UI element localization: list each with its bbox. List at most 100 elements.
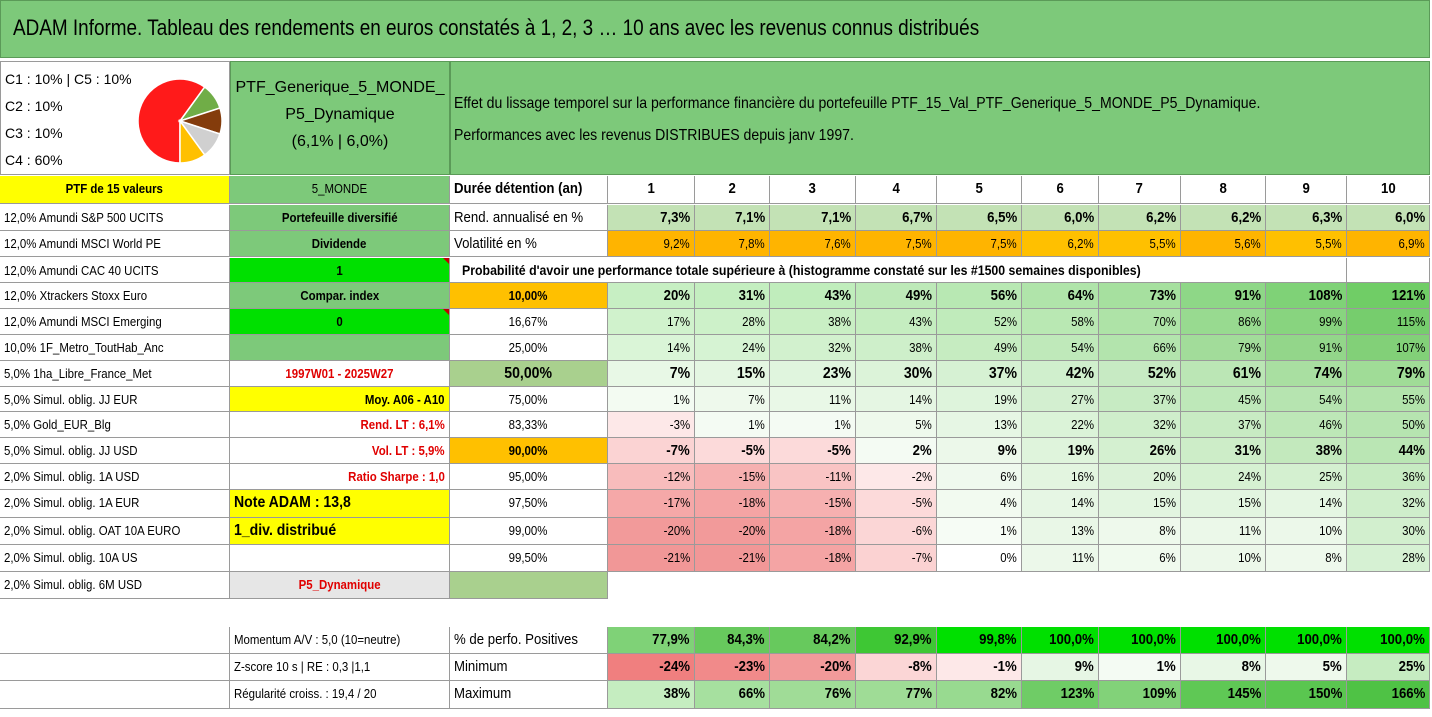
holding-item-text: 12,0% Amundi MSCI Emerging xyxy=(4,314,162,329)
probability-value: 54% xyxy=(1266,387,1347,412)
probability-value: 5% xyxy=(856,412,937,438)
probability-value: 1% xyxy=(695,412,770,438)
probability-value-text: 37% xyxy=(1153,392,1176,407)
probability-value-text: 20% xyxy=(1153,469,1176,484)
probability-value: 13% xyxy=(937,412,1022,438)
probability-threshold-text: 75,00% xyxy=(509,392,548,407)
volatility-value-text: 6,9% xyxy=(1398,236,1425,251)
probability-value-text: -3% xyxy=(669,417,690,432)
probability-value-text: 1% xyxy=(673,392,690,407)
holding-item-text: 2,0% Simul. oblig. 1A USD xyxy=(4,469,140,484)
probability-value-text: 32% xyxy=(828,340,851,355)
probability-value-text: 27% xyxy=(1071,392,1094,407)
probability-value-text: 115% xyxy=(1396,314,1425,329)
holding-item-text: 5,0% 1ha_Libre_France_Met xyxy=(4,366,152,381)
probability-value: 24% xyxy=(1181,464,1266,490)
probability-value-text: -18% xyxy=(824,523,851,538)
probability-value: 1% xyxy=(770,412,856,438)
holding-item-text: 5,0% Simul. oblig. JJ USD xyxy=(4,443,138,458)
year-header-text: 9 xyxy=(1302,180,1310,197)
probability-value-text: 1% xyxy=(748,417,765,432)
probability-value: 74% xyxy=(1266,361,1347,387)
probability-value-text: 16% xyxy=(1071,469,1094,484)
probability-value-text: 2% xyxy=(912,442,932,459)
empty-cell xyxy=(1347,258,1430,283)
year-header: 10 xyxy=(1347,176,1430,204)
probability-value-text: 6% xyxy=(1159,550,1176,565)
volatility-value: 7,8% xyxy=(695,231,770,257)
probability-value: 15% xyxy=(1181,490,1266,518)
probability-value-text: 14% xyxy=(667,340,690,355)
probability-value-text: 6% xyxy=(1000,469,1017,484)
holding-item-text: 12,0% Amundi MSCI World PE xyxy=(4,236,161,251)
year-header-text: 5 xyxy=(975,180,983,197)
probability-value: -18% xyxy=(770,545,856,572)
info-cell xyxy=(230,335,450,361)
annual-return-label-text: Rend. annualisé en % xyxy=(454,209,584,226)
probability-value: -21% xyxy=(608,545,695,572)
empty-cell xyxy=(0,654,230,681)
pie-slice xyxy=(137,78,206,164)
probability-value: 24% xyxy=(695,335,770,361)
probability-value: 38% xyxy=(856,335,937,361)
stats-row: Z-score 10 s | RE : 0,3 |1,1 Minimum -24% -… xyxy=(0,654,1430,681)
probability-value: 23% xyxy=(770,361,856,387)
info-cell: P5_Dynamique xyxy=(230,572,450,599)
probability-threshold-text: 90,00% xyxy=(509,443,548,458)
stat-value: 123% xyxy=(1022,681,1099,709)
stat-value: 100,0% xyxy=(1022,627,1099,654)
annual-return-value-text: 7,1% xyxy=(820,209,851,226)
stat-note: Momentum A/V : 5,0 (10=neutre) xyxy=(230,627,450,654)
probability-value-text: -5% xyxy=(827,442,851,459)
probability-value: 70% xyxy=(1099,309,1181,335)
probability-value-text: 4% xyxy=(1000,495,1017,510)
table-row: 5,0% 1ha_Libre_France_Met 1997W01 - 2025W… xyxy=(0,361,1430,387)
info-cell-text: 1_div. distribué xyxy=(234,522,337,539)
probability-value: 121% xyxy=(1347,283,1430,309)
info-cell: Rend. LT : 6,1% xyxy=(230,412,450,438)
info-cell: 1_div. distribué xyxy=(230,518,450,545)
probability-value-text: 79% xyxy=(1396,365,1425,382)
probability-value: 14% xyxy=(1022,490,1099,518)
stat-label-text: Minimum xyxy=(454,658,508,675)
probability-value-text: 58% xyxy=(1071,314,1094,329)
probability-value: 49% xyxy=(937,335,1022,361)
stat-value: 150% xyxy=(1266,681,1347,709)
probability-value: -5% xyxy=(695,438,770,464)
probability-value: 6% xyxy=(1099,545,1181,572)
table-row: 5,0% Simul. oblig. JJ EUR Moy. A06 - A10 7… xyxy=(0,387,1430,412)
stat-label-text: % de perfo. Positives xyxy=(454,631,578,648)
info-cell: Portefeuille diversifié xyxy=(230,205,450,231)
stat-value: 84,3% xyxy=(695,627,770,654)
holding-item-text: 10,0% 1F_Metro_ToutHab_Anc xyxy=(4,340,164,355)
stat-value: 66% xyxy=(695,681,770,709)
year-header: 2 xyxy=(695,176,770,204)
probability-value: 37% xyxy=(937,361,1022,387)
probability-value-text: 31% xyxy=(738,287,765,304)
holding-years-label-text: Durée détention (an) xyxy=(454,180,583,197)
probability-value: 2% xyxy=(856,438,937,464)
info-cell: Compar. index xyxy=(230,283,450,309)
pie-label-2: C2 : 10% xyxy=(5,98,63,114)
table-row: 12,0% Amundi CAC 40 UCITS 1 Probabilité d'… xyxy=(0,258,1430,283)
effect-description: Effet du lissage temporel sur la perform… xyxy=(450,61,1430,175)
year-header: 5 xyxy=(937,176,1022,204)
probability-value: 22% xyxy=(1022,412,1099,438)
holding-item-text: 12,0% Amundi S&P 500 UCITS xyxy=(4,210,164,225)
probability-heading: Probabilité d'avoir une performance tota… xyxy=(450,258,1347,283)
probability-value-text: 11% xyxy=(1071,550,1094,565)
info-cell: Dividende xyxy=(230,231,450,257)
probability-value: 42% xyxy=(1022,361,1099,387)
probability-value-text: -21% xyxy=(738,550,765,565)
probability-value: 38% xyxy=(1266,438,1347,464)
probability-threshold-text: 83,33% xyxy=(509,417,548,432)
probability-value-text: -18% xyxy=(738,495,765,510)
probability-value-text: 66% xyxy=(1153,340,1176,355)
empty-cell xyxy=(0,627,230,654)
portfolio-size-label: PTF de 15 valeurs xyxy=(0,176,230,204)
annual-return-value: 6,0% xyxy=(1347,205,1430,231)
probability-value: 91% xyxy=(1181,283,1266,309)
volatility-value-text: 5,6% xyxy=(1234,236,1261,251)
probability-value-text: 13% xyxy=(1071,523,1094,538)
stat-value: 100,0% xyxy=(1266,627,1347,654)
